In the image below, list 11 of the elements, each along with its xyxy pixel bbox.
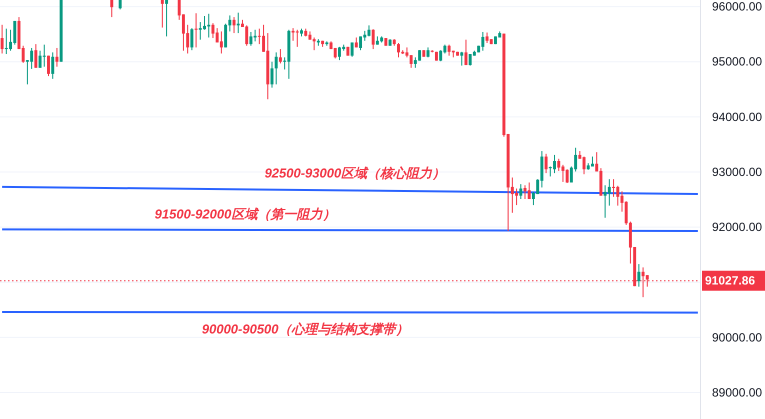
annotation: 92500-93000区域（核心阻力） xyxy=(264,166,446,180)
y-tick-label: 94000.00 xyxy=(712,110,762,124)
y-tick-label: 95000.00 xyxy=(712,54,762,69)
y-tick-label: 96000.00 xyxy=(712,0,762,14)
y-tick-label: 89000.00 xyxy=(712,386,762,400)
y-tick-label: 92000.00 xyxy=(712,220,762,234)
ref-line-label: 91027.86 xyxy=(705,274,756,288)
annotation: 91500-92000区域（第一阻力） xyxy=(154,206,336,222)
y-tick-label: 90000.00 xyxy=(712,330,762,344)
annotation: 90000-90500（心理与结构支撑带） xyxy=(202,322,409,336)
y-tick-label: 93000.00 xyxy=(712,165,762,180)
